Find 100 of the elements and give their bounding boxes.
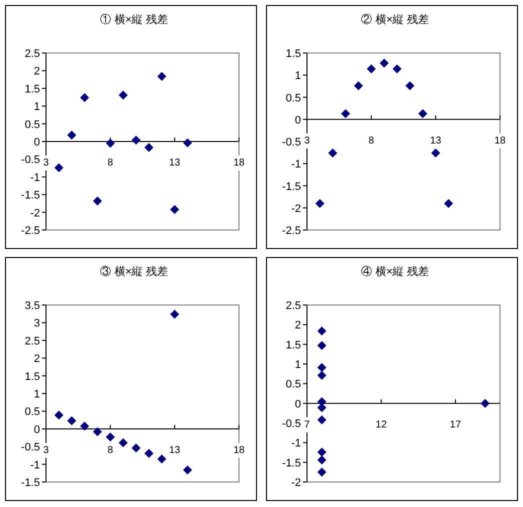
y-tick-label: 0 bbox=[294, 114, 301, 126]
x-tick-label: 13 bbox=[169, 158, 181, 168]
x-tick-label: 3 bbox=[43, 158, 50, 168]
point bbox=[183, 138, 192, 148]
point bbox=[170, 204, 180, 214]
y-tick-label: -1.5 bbox=[282, 457, 301, 470]
y-tick-label: 0 bbox=[34, 424, 40, 436]
y-tick-label: -1 bbox=[30, 459, 40, 472]
point bbox=[317, 448, 326, 457]
x-tick-label: 18 bbox=[233, 444, 245, 456]
point bbox=[317, 363, 326, 372]
point bbox=[132, 444, 141, 453]
y-tick-label: -1.5 bbox=[21, 190, 40, 202]
point bbox=[317, 341, 326, 350]
y-tick-label: -2.5 bbox=[282, 225, 301, 237]
x-tick-label: 8 bbox=[108, 158, 114, 168]
point bbox=[80, 422, 90, 431]
point bbox=[380, 58, 389, 68]
y-tick-label: 0.5 bbox=[286, 378, 301, 391]
x-tick-label: 13 bbox=[169, 444, 181, 456]
point bbox=[418, 109, 428, 118]
y-tick-label: 1.5 bbox=[24, 83, 40, 96]
point bbox=[67, 416, 76, 426]
point bbox=[106, 432, 115, 442]
point bbox=[132, 136, 141, 145]
y-tick-label: -2 bbox=[291, 202, 301, 215]
y-tick-label: -0.5 bbox=[21, 442, 40, 454]
point bbox=[317, 326, 326, 336]
point bbox=[67, 130, 76, 140]
point bbox=[157, 72, 166, 81]
y-tick-label: -1 bbox=[291, 438, 301, 450]
point bbox=[405, 81, 414, 90]
y-tick-label: 3.5 bbox=[24, 300, 40, 312]
x-tick-label: 18 bbox=[494, 135, 506, 146]
chart-title: ① 横×縦 残差 bbox=[100, 13, 168, 26]
y-tick-label: 3 bbox=[34, 318, 40, 330]
point bbox=[354, 81, 363, 90]
y-tick-label: -0.5 bbox=[282, 418, 301, 430]
point bbox=[54, 163, 64, 172]
point bbox=[317, 415, 326, 424]
x-tick-label: 8 bbox=[368, 135, 375, 146]
point bbox=[444, 198, 454, 208]
y-tick-label: -0.5 bbox=[282, 136, 301, 148]
x-tick-label: 18 bbox=[233, 158, 245, 168]
point bbox=[144, 143, 154, 152]
y-tick-label: 2 bbox=[34, 66, 40, 78]
y-tick-label: 1.5 bbox=[24, 370, 40, 383]
point bbox=[183, 465, 192, 474]
point bbox=[366, 64, 376, 74]
point bbox=[92, 427, 102, 436]
y-tick-label: 2 bbox=[34, 353, 40, 366]
y-tick-label: 1.5 bbox=[286, 339, 301, 352]
point bbox=[92, 196, 102, 206]
y-tick-label: 2.5 bbox=[286, 300, 301, 312]
point bbox=[118, 90, 128, 100]
y-tick-label: 1 bbox=[294, 70, 301, 82]
x-tick-label: 8 bbox=[108, 444, 114, 456]
point bbox=[157, 454, 166, 464]
y-tick-label: 1 bbox=[34, 101, 40, 114]
chart-title: ④ 横×縦 残差 bbox=[361, 265, 429, 278]
point bbox=[392, 64, 402, 74]
y-tick-label: 0.5 bbox=[24, 406, 40, 418]
y-tick-label: 0.5 bbox=[286, 92, 301, 104]
x-tick-label: 3 bbox=[43, 444, 50, 456]
y-tick-label: 2.5 bbox=[24, 335, 40, 348]
x-tick-label: 13 bbox=[430, 135, 442, 146]
point bbox=[106, 138, 115, 148]
point bbox=[341, 109, 350, 118]
y-tick-label: 2 bbox=[294, 320, 301, 332]
point bbox=[317, 370, 326, 380]
point bbox=[317, 455, 326, 464]
y-tick-label: -0.5 bbox=[21, 154, 40, 166]
point bbox=[317, 468, 326, 477]
y-tick-label: -1 bbox=[291, 158, 301, 171]
chart-title: ② 横×縦 残差 bbox=[361, 13, 429, 26]
x-tick-label: 3 bbox=[304, 135, 310, 146]
point bbox=[80, 93, 90, 102]
y-tick-label: 1 bbox=[34, 388, 40, 400]
x-tick-label: 17 bbox=[450, 419, 462, 430]
point bbox=[480, 398, 490, 408]
y-tick-label: 1 bbox=[294, 359, 301, 371]
x-tick-label: 12 bbox=[376, 419, 388, 430]
y-tick-label: -2 bbox=[291, 477, 301, 489]
point bbox=[144, 448, 154, 458]
y-tick-label: -2.5 bbox=[21, 225, 40, 237]
y-tick-label: 0.5 bbox=[24, 118, 40, 131]
y-tick-label: -2 bbox=[30, 207, 40, 220]
point bbox=[328, 148, 338, 158]
point bbox=[118, 438, 128, 448]
chart-title: ③ 横×縦 残差 bbox=[100, 265, 168, 278]
y-tick-label: 0 bbox=[34, 136, 40, 148]
point bbox=[170, 310, 180, 319]
y-tick-label: -1.5 bbox=[282, 180, 301, 193]
point bbox=[431, 148, 440, 158]
y-tick-label: 2.5 bbox=[24, 48, 40, 60]
y-tick-label: -1 bbox=[30, 172, 40, 184]
y-tick-label: -1.5 bbox=[21, 477, 40, 489]
point bbox=[315, 198, 324, 208]
x-tick-label: 7 bbox=[304, 419, 310, 430]
y-tick-label: 0 bbox=[294, 398, 301, 410]
